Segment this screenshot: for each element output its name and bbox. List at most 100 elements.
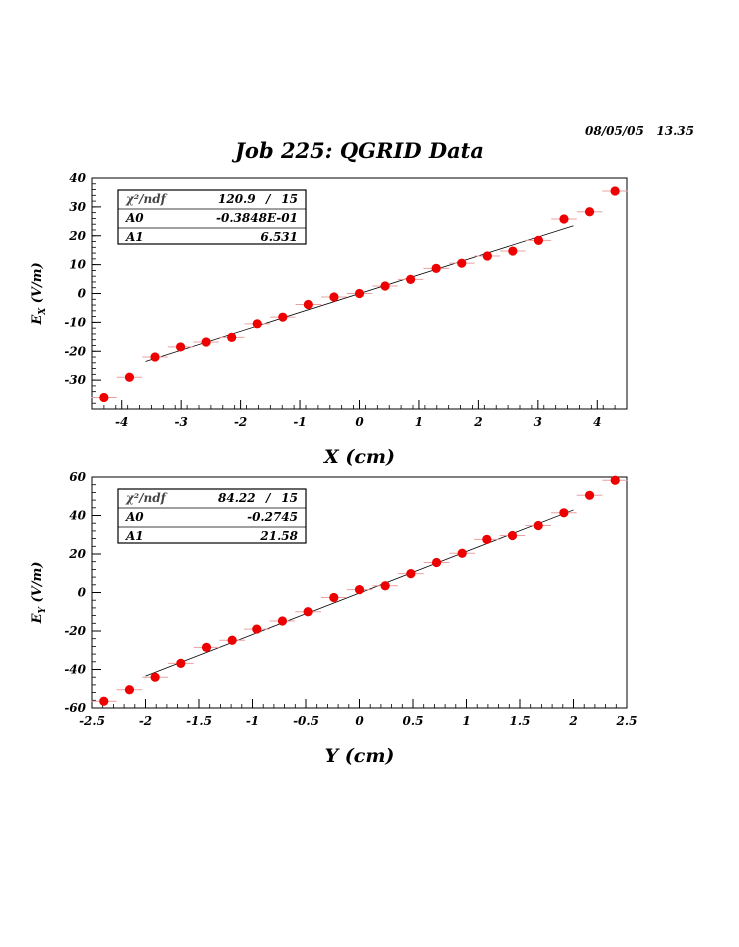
ex-data-point <box>227 332 237 342</box>
ex-data-point <box>329 292 339 302</box>
ex-data-point <box>482 251 492 261</box>
ex-data-point <box>201 337 211 347</box>
ex-data-point <box>584 207 595 217</box>
ey-data-point <box>252 624 262 634</box>
ey-stats-a1_label: A1 <box>125 529 144 543</box>
ey-stats-a1_value: 21.58 <box>259 529 298 543</box>
ex-data-point <box>124 372 135 382</box>
ex-data-point <box>508 246 518 256</box>
ey-data-point <box>559 508 569 518</box>
ex-data-point <box>406 274 416 284</box>
ex-data-point <box>99 392 109 403</box>
ex-data-point <box>175 342 186 352</box>
ey-y-tick-label: 0 <box>78 586 87 600</box>
ey-x-axis-label: Y (cm) <box>325 745 395 767</box>
ex-stats-separator: / <box>265 192 272 206</box>
ex-data-point <box>457 258 467 268</box>
ex-y-tick-label: 20 <box>68 229 86 243</box>
ex-x-tick-label: 2 <box>473 415 482 429</box>
page-title: Job 225: QGRID Data <box>235 138 484 163</box>
ex-data-point <box>278 312 288 322</box>
ex-y-label-rest: (V/m) <box>30 262 45 307</box>
ey-data-point <box>431 557 442 568</box>
ey-data-point <box>610 475 620 485</box>
ey-x-tick-label: -1 <box>246 714 259 728</box>
ey-stats-a0_value: -0.2745 <box>247 510 298 524</box>
ey-y-axis-label: EY (V/m) <box>30 562 48 625</box>
ey-y-tick-label: 60 <box>69 470 86 484</box>
ey-data-point <box>303 607 313 617</box>
ey-data-point <box>507 530 518 541</box>
timestamp: 08/05/05 13.35 <box>585 124 694 138</box>
ey-stats-ndf: 15 <box>281 491 298 505</box>
ex-y-tick-label: -10 <box>64 315 86 329</box>
ey-data-point <box>354 585 365 595</box>
ey-plot: -2.5 -2 -1.5 -1 -0.5 0 0.5 1 1.5 2 2.5 60 40 20 0 -20 -4… <box>30 470 637 767</box>
ex-data-point <box>354 288 365 299</box>
ey-data-point <box>277 616 288 626</box>
date-label: 08/05/05 <box>585 124 644 138</box>
ey-x-tick-label: -1.5 <box>186 714 212 728</box>
ex-data-point <box>150 352 160 362</box>
ex-data-point <box>610 186 620 196</box>
ex-y-label-main: E <box>30 314 45 326</box>
ey-data-point <box>533 520 543 531</box>
ey-data-point <box>329 592 339 603</box>
ey-x-tick-label: 1 <box>462 714 470 728</box>
ey-x-tick-label: 2.5 <box>616 714 638 728</box>
ex-x-tick-label: 0 <box>355 415 364 429</box>
ey-x-tick-label: -2 <box>139 714 152 728</box>
ex-data-point <box>431 263 441 273</box>
ey-x-tick-label: 0 <box>355 714 364 728</box>
ey-data-point <box>482 534 492 544</box>
ex-x-tick-label: -4 <box>115 415 128 429</box>
ey-x-tick-label: -2.5 <box>79 714 105 728</box>
ey-data-point <box>584 490 595 500</box>
ey-data-point <box>201 642 212 652</box>
ex-y-label-sub: X <box>38 307 48 316</box>
ey-stats-chi_label: χ²/ndf <box>125 491 168 505</box>
ex-y-tick-label: -30 <box>64 373 86 387</box>
ex-y-tick-label: 30 <box>69 200 86 214</box>
ey-data-point <box>406 569 416 579</box>
ey-x-tick-label: 2 <box>568 714 577 728</box>
ey-y-label-main: E <box>30 612 45 624</box>
ex-y-tick-label: 10 <box>69 258 86 272</box>
ey-y-label-rest: (V/m) <box>30 562 45 607</box>
ey-data-point <box>227 635 237 645</box>
ey-stats-separator: / <box>265 491 272 505</box>
ex-x-tick-label: -2 <box>234 415 247 429</box>
ey-y-label-sub: Y <box>38 605 48 613</box>
ex-stats-box: χ²/ndf 120.9 / 15 A0 -0.3848E-01 A1 6.531 <box>117 189 307 245</box>
ex-y-tick-label: 40 <box>69 171 86 185</box>
ey-data-point <box>150 672 160 682</box>
ex-x-tick-label: 1 <box>415 415 423 429</box>
ey-data-point <box>124 685 135 695</box>
ex-stats-ndf: 15 <box>281 192 298 206</box>
ex-stats-chi-value: 120.9 <box>218 192 256 206</box>
ex-x-tick-label: -3 <box>174 415 187 429</box>
time-label: 13.35 <box>656 124 694 138</box>
ey-data-point <box>99 696 109 706</box>
ey-stats-box: χ²/ndf 84.22 / 15 A0 -0.2745 A1 21.58 <box>117 488 307 544</box>
ex-data-point <box>559 214 569 224</box>
ey-data-point <box>380 581 390 591</box>
ey-y-tick-label: -60 <box>64 701 86 715</box>
ex-stats-frame <box>117 189 307 245</box>
ey-x-tick-label: -0.5 <box>293 714 319 728</box>
ex-y-axis-label: EX (V/m) <box>30 262 48 325</box>
ex-stats-a1_value: 6.531 <box>260 230 298 244</box>
ey-x-tick-label: 0.5 <box>403 714 424 728</box>
ey-stats-a0_label: A0 <box>125 510 144 524</box>
ex-stats-a0_value: -0.3848E-01 <box>216 211 298 225</box>
ey-data-point <box>457 548 467 558</box>
ey-stats-frame <box>117 488 307 544</box>
ex-x-tick-label: -1 <box>293 415 306 429</box>
ey-data-point <box>176 658 186 668</box>
ey-y-tick-label: 40 <box>69 509 86 523</box>
ex-y-tick-label: 0 <box>78 287 87 301</box>
ex-data-point <box>303 299 313 310</box>
ey-y-tick-label: 20 <box>68 547 86 561</box>
ex-stats-a1_label: A1 <box>125 230 144 244</box>
